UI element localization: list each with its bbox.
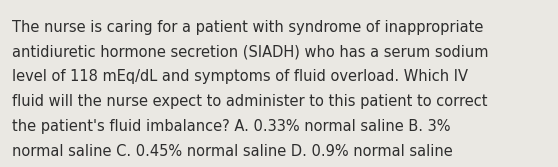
Text: The nurse is caring for a patient with syndrome of inappropriate: The nurse is caring for a patient with s… (12, 20, 484, 35)
Text: the patient's fluid imbalance? A. 0.33% normal saline B. 3%: the patient's fluid imbalance? A. 0.33% … (12, 119, 451, 134)
Text: antidiuretic hormone secretion (SIADH) who has a serum sodium: antidiuretic hormone secretion (SIADH) w… (12, 45, 489, 60)
Text: fluid will the nurse expect to administer to this patient to correct: fluid will the nurse expect to administe… (12, 94, 488, 109)
Text: level of 118 mEq/dL and symptoms of fluid overload. Which IV: level of 118 mEq/dL and symptoms of flui… (12, 69, 468, 85)
Text: normal saline C. 0.45% normal saline D. 0.9% normal saline: normal saline C. 0.45% normal saline D. … (12, 144, 453, 159)
